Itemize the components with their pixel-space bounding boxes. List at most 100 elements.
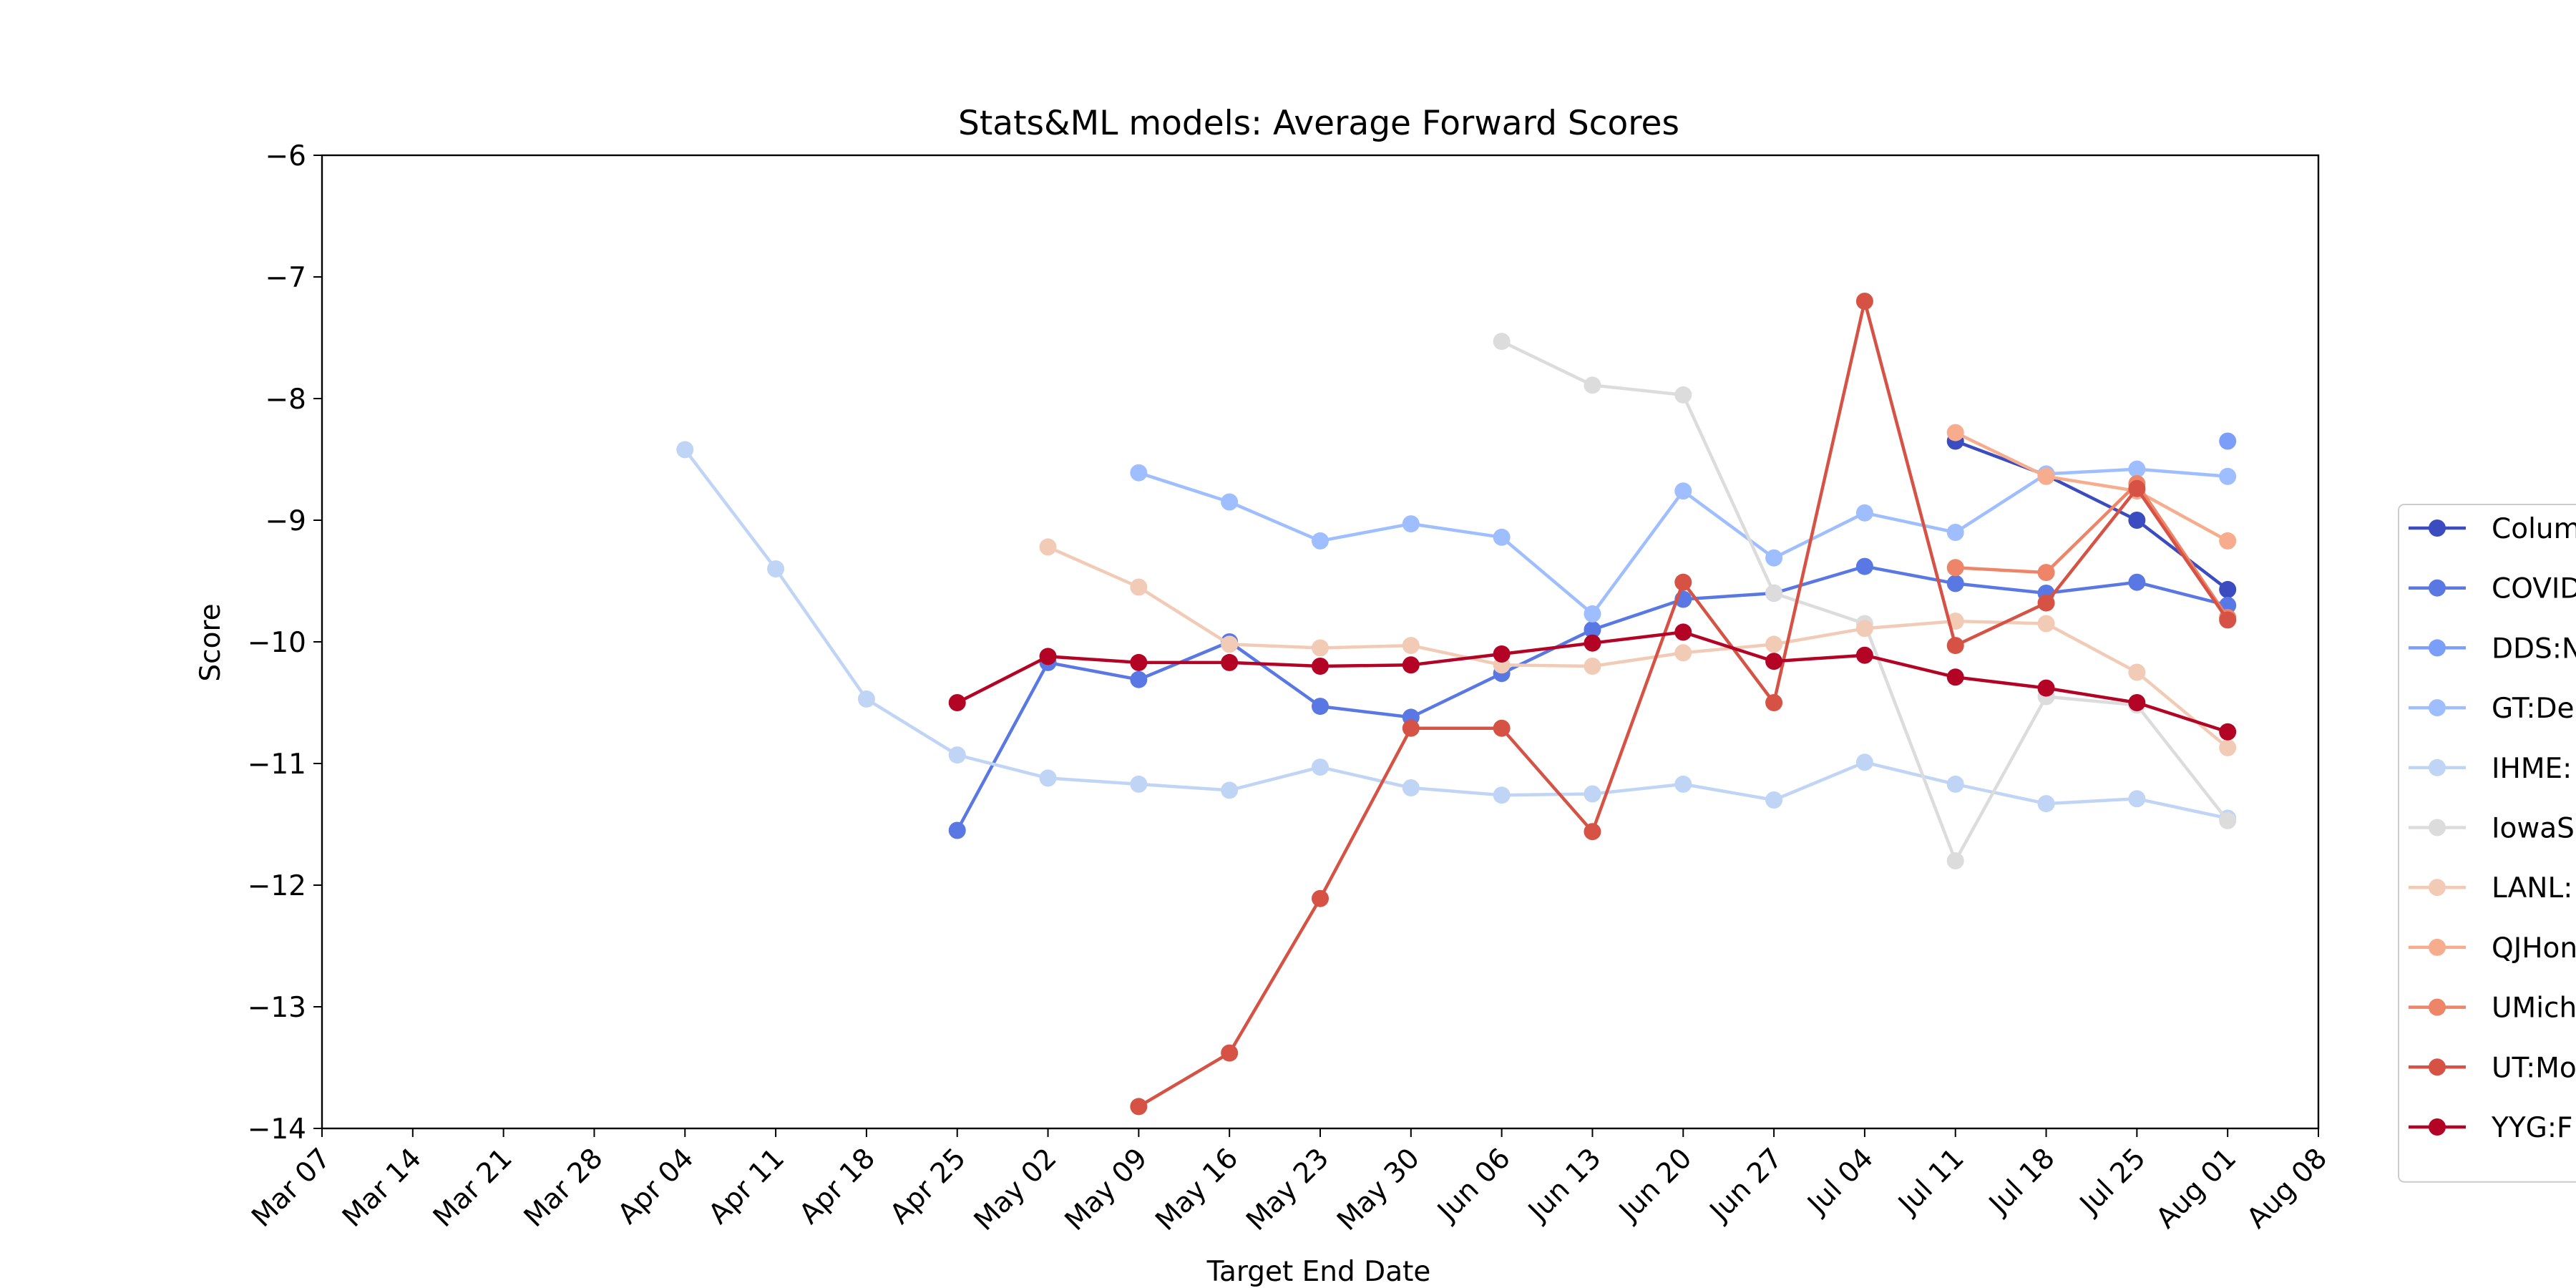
data-point [1855, 646, 1873, 664]
x-tick-label: Jul 18 [1982, 1142, 2062, 1221]
series-10 [948, 623, 2237, 741]
data-point [1493, 333, 1511, 351]
y-tick-label: −9 [265, 505, 307, 537]
data-point [1855, 620, 1873, 638]
legend-item: GT:De [2409, 693, 2575, 725]
data-point [2128, 479, 2146, 497]
data-point [948, 694, 966, 711]
legend-item: COVID [2409, 573, 2576, 605]
data-point [1130, 653, 1148, 671]
legend-label: UT:Mo [2492, 1052, 2576, 1084]
data-point [1765, 585, 1783, 602]
data-point [1946, 775, 1964, 793]
data-point [1221, 781, 1239, 799]
data-point [1312, 698, 1329, 716]
data-point [1493, 645, 1511, 663]
data-point [1312, 758, 1329, 776]
legend-marker [2429, 699, 2446, 717]
data-point [2128, 573, 2146, 591]
data-point [1130, 578, 1148, 596]
data-point [2219, 580, 2237, 598]
series-line [1955, 482, 2230, 619]
data-point [2219, 611, 2237, 629]
data-point [1402, 719, 1420, 737]
data-point [1312, 889, 1329, 907]
data-point [1402, 656, 1420, 674]
legend-label: LANL: [2492, 872, 2572, 904]
data-point [1039, 538, 1057, 556]
data-point [1493, 528, 1511, 546]
x-tick-label: Jul 11 [1891, 1142, 1971, 1221]
data-point [1946, 559, 1964, 577]
x-tick-label: Jul 04 [1800, 1142, 1880, 1221]
legend-item: DDS:N [2409, 633, 2576, 665]
y-tick-label: −14 [248, 1113, 306, 1146]
data-point [2128, 790, 2146, 808]
x-tick-label: Jul 25 [2072, 1142, 2152, 1221]
data-point [857, 690, 875, 708]
data-point [2219, 723, 2237, 741]
x-tick-label: May 02 [968, 1142, 1063, 1237]
data-point [2219, 811, 2237, 829]
data-point [2037, 564, 2055, 582]
data-point [1765, 694, 1783, 711]
legend-label: IHME: [2492, 753, 2572, 785]
y-axis-ticks: −6 −7 −8 −9 −10 −11 −12 −13 −14 [248, 140, 322, 1146]
data-point [2037, 615, 2055, 633]
data-point [2128, 512, 2146, 529]
data-point [1402, 779, 1420, 796]
x-tick-label: May 09 [1059, 1142, 1154, 1237]
data-point [2219, 532, 2237, 550]
series-line [1138, 299, 2230, 1108]
data-point [1946, 575, 1964, 592]
legend-item: QJHon [2409, 932, 2576, 965]
data-point [2037, 795, 2055, 813]
data-point [1312, 658, 1329, 675]
x-tick-label: Apr 18 [794, 1142, 882, 1230]
series-4 [676, 441, 2237, 827]
legend-label: YYG:F [2491, 1112, 2572, 1144]
data-point [1674, 482, 1692, 500]
chart-title: Stats&ML models: Average Forward Scores [958, 104, 1679, 143]
data-point [1765, 791, 1783, 809]
data-point [2128, 694, 2146, 711]
data-point [1765, 635, 1783, 653]
data-point [1130, 775, 1148, 793]
data-point [1221, 493, 1239, 511]
series-5 [1493, 333, 2237, 869]
x-tick-label: Mar 14 [336, 1142, 428, 1234]
legend-marker [2429, 879, 2446, 897]
data-point [1584, 658, 1601, 675]
x-tick-label: Jun 27 [1702, 1142, 1789, 1229]
data-point [1584, 376, 1601, 394]
series-line [683, 449, 2228, 820]
data-point [1674, 644, 1692, 662]
data-point [2037, 594, 2055, 612]
data-point [1855, 753, 1873, 771]
data-point [2037, 679, 2055, 697]
x-tick-label: Apr 11 [703, 1142, 791, 1230]
data-point [1946, 637, 1964, 655]
data-point [2037, 467, 2055, 485]
legend: Colum COVID DDS:N GT:De IHME: IowaS LANL: QJHon… [2398, 504, 2576, 1183]
data-point [1493, 786, 1511, 804]
legend-label: IowaS [2492, 813, 2575, 845]
x-tick-label: Mar 07 [245, 1142, 337, 1234]
legend-marker [2429, 579, 2446, 597]
series-7 [1946, 424, 2237, 550]
data-point [1946, 852, 1964, 869]
data-point [2219, 738, 2237, 756]
y-tick-label: −12 [248, 870, 306, 902]
data-point [1584, 785, 1601, 803]
x-axis-ticks: Mar 07 Mar 14 Mar 21 Mar 28 Apr 04 Apr 11 Apr … [245, 1128, 2333, 1237]
data-point [1855, 504, 1873, 522]
data-point [1039, 769, 1057, 787]
legend-item: LANL: [2409, 872, 2572, 904]
data-point [1855, 557, 1873, 575]
data-point [767, 560, 785, 577]
series-layer [676, 293, 2237, 1116]
data-point [1674, 573, 1692, 591]
legend-label: GT:De [2492, 693, 2575, 725]
legend-item: YYG:F [2409, 1112, 2572, 1144]
data-point [1493, 719, 1511, 737]
